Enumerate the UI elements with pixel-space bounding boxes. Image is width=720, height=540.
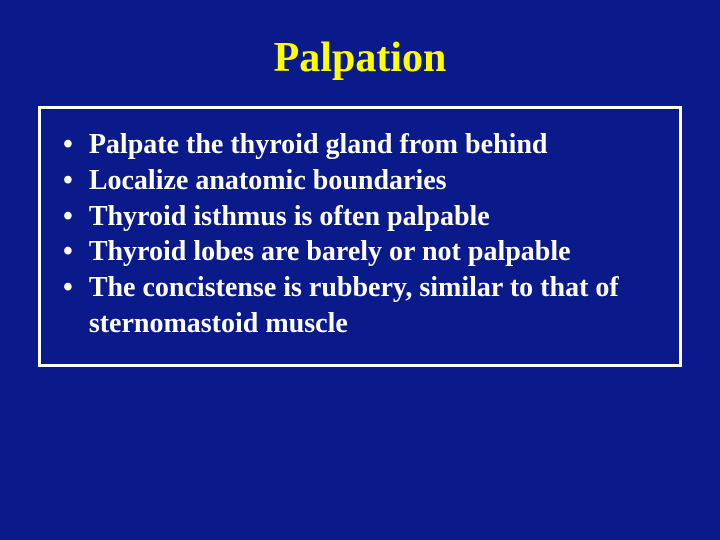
bullet-text: The concistense is rubbery, similar to t…: [89, 270, 657, 342]
bullet-text: Palpate the thyroid gland from behind: [89, 127, 657, 163]
bullet-marker-icon: •: [63, 234, 73, 270]
slide: Palpation • Palpate the thyroid gland fro…: [0, 0, 720, 540]
bullet-item: • Localize anatomic boundaries: [63, 163, 657, 199]
bullet-item: • Palpate the thyroid gland from behind: [63, 127, 657, 163]
bullet-list: • Palpate the thyroid gland from behind • L…: [63, 127, 657, 342]
bullet-marker-icon: •: [63, 127, 73, 163]
bullet-text: Localize anatomic boundaries: [89, 163, 657, 199]
content-box: • Palpate the thyroid gland from behind • L…: [38, 106, 682, 367]
bullet-item: • Thyroid lobes are barely or not palpabl…: [63, 234, 657, 270]
bullet-marker-icon: •: [63, 270, 73, 306]
bullet-text: Thyroid lobes are barely or not palpable: [89, 234, 657, 270]
bullet-text: Thyroid isthmus is often palpable: [89, 199, 657, 235]
bullet-marker-icon: •: [63, 163, 73, 199]
slide-title: Palpation: [36, 34, 684, 82]
bullet-item: • The concistense is rubbery, similar to …: [63, 270, 657, 342]
bullet-item: • Thyroid isthmus is often palpable: [63, 199, 657, 235]
bullet-marker-icon: •: [63, 199, 73, 235]
